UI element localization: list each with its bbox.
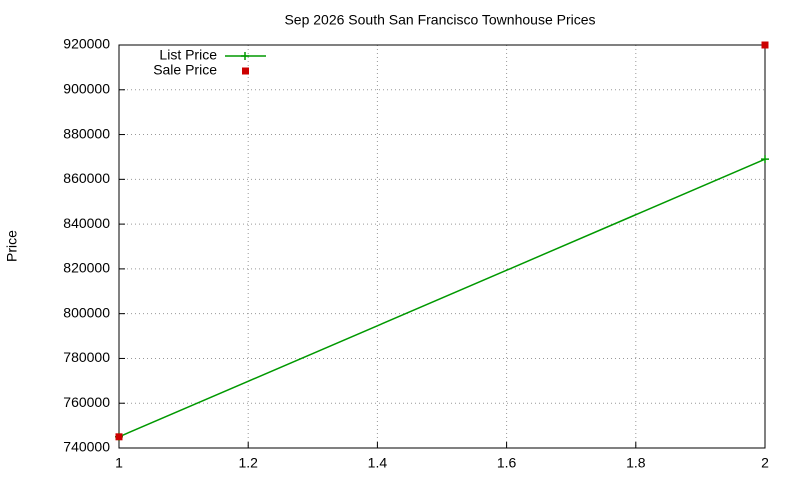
point <box>115 433 123 441</box>
legend-label: List Price <box>159 47 217 63</box>
y-tick-label: 780000 <box>63 349 110 365</box>
point <box>761 155 769 164</box>
y-axis-label: Price <box>4 230 20 262</box>
x-tick-label: 1.2 <box>238 455 258 471</box>
x-tick-label: 1.4 <box>368 455 388 471</box>
y-tick-label: 740000 <box>63 439 110 455</box>
y-tick-label: 880000 <box>63 125 110 141</box>
legend-label: Sale Price <box>153 62 217 78</box>
y-tick-label: 760000 <box>63 394 110 410</box>
x-tick-label: 1 <box>115 455 123 471</box>
y-tick-label: 900000 <box>63 80 110 96</box>
y-tick-label: 920000 <box>63 36 110 52</box>
x-tick-label: 2 <box>761 455 769 471</box>
y-tick-label: 860000 <box>63 170 110 186</box>
legend-swatch <box>242 67 249 75</box>
point <box>761 41 769 49</box>
y-tick-label: 840000 <box>63 215 110 231</box>
y-tick-label: 820000 <box>63 260 110 276</box>
y-tick-label: 800000 <box>63 304 110 320</box>
plot-frame <box>118 44 766 449</box>
x-tick-label: 1.8 <box>626 455 646 471</box>
legend-swatch <box>241 52 249 60</box>
x-tick-label: 1.6 <box>497 455 517 471</box>
series-line <box>118 158 766 438</box>
chart-title: Sep 2026 South San Francisco Townhouse P… <box>284 12 595 28</box>
